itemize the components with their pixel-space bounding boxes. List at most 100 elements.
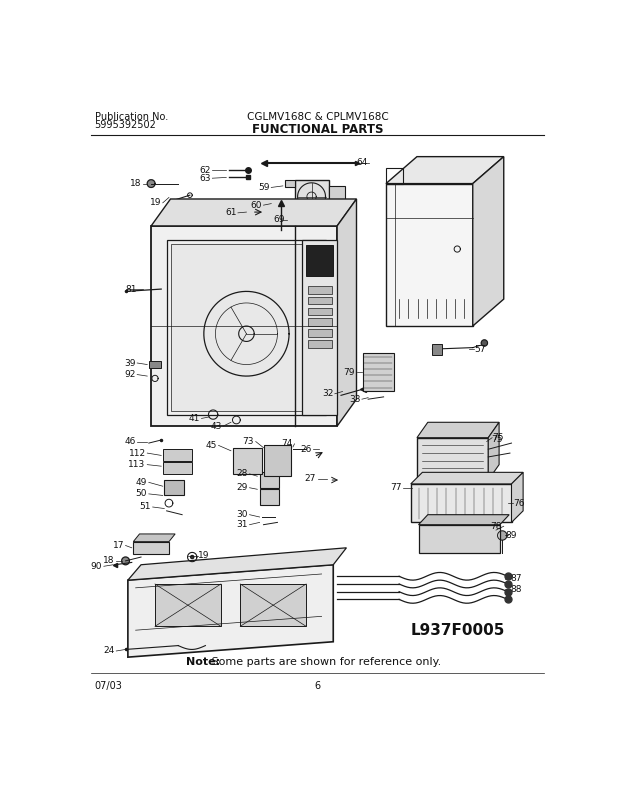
Text: 46: 46 bbox=[124, 437, 136, 446]
Polygon shape bbox=[122, 557, 130, 565]
Polygon shape bbox=[418, 525, 500, 553]
Text: 6: 6 bbox=[315, 681, 321, 691]
Polygon shape bbox=[308, 307, 332, 315]
Polygon shape bbox=[308, 329, 332, 337]
Polygon shape bbox=[308, 340, 332, 348]
Text: 33: 33 bbox=[349, 394, 360, 404]
Text: 69: 69 bbox=[273, 215, 285, 224]
Text: 57: 57 bbox=[474, 345, 486, 354]
Text: 50: 50 bbox=[136, 489, 148, 498]
Text: Some parts are shown for reference only.: Some parts are shown for reference only. bbox=[208, 657, 441, 667]
Polygon shape bbox=[329, 186, 345, 209]
Text: 30: 30 bbox=[236, 510, 248, 520]
Text: 87: 87 bbox=[510, 574, 521, 583]
Text: Publication No.: Publication No. bbox=[94, 112, 168, 122]
Polygon shape bbox=[133, 534, 175, 542]
Polygon shape bbox=[489, 422, 499, 480]
Polygon shape bbox=[294, 180, 329, 215]
Text: 112: 112 bbox=[128, 448, 146, 458]
Text: 45: 45 bbox=[206, 441, 217, 450]
Polygon shape bbox=[162, 449, 192, 461]
Polygon shape bbox=[433, 344, 441, 356]
Polygon shape bbox=[273, 200, 281, 208]
Text: 19: 19 bbox=[198, 551, 209, 560]
Text: 90: 90 bbox=[91, 562, 102, 571]
Text: 88: 88 bbox=[510, 584, 521, 594]
Text: 59: 59 bbox=[258, 183, 270, 192]
Text: 41: 41 bbox=[188, 414, 200, 423]
Polygon shape bbox=[386, 184, 472, 326]
Polygon shape bbox=[306, 246, 334, 276]
Polygon shape bbox=[128, 548, 347, 580]
Polygon shape bbox=[148, 180, 155, 188]
Polygon shape bbox=[417, 438, 489, 480]
Text: 73: 73 bbox=[242, 437, 254, 446]
Text: 39: 39 bbox=[124, 359, 136, 367]
Polygon shape bbox=[151, 226, 337, 426]
Text: 113: 113 bbox=[128, 460, 146, 469]
Polygon shape bbox=[363, 353, 394, 391]
Polygon shape bbox=[133, 542, 169, 554]
Polygon shape bbox=[308, 297, 332, 304]
Polygon shape bbox=[208, 410, 218, 419]
Text: 28: 28 bbox=[237, 470, 248, 478]
Polygon shape bbox=[155, 584, 221, 626]
Text: 18: 18 bbox=[130, 179, 141, 188]
Polygon shape bbox=[232, 447, 262, 474]
Polygon shape bbox=[418, 515, 509, 525]
Polygon shape bbox=[386, 157, 503, 184]
Text: 43: 43 bbox=[210, 421, 222, 431]
Text: 24: 24 bbox=[104, 646, 115, 656]
Text: 89: 89 bbox=[505, 531, 517, 540]
Text: 27: 27 bbox=[305, 474, 316, 483]
Text: 29: 29 bbox=[237, 483, 248, 493]
Text: 17: 17 bbox=[112, 541, 124, 550]
Text: 81: 81 bbox=[125, 284, 137, 294]
Polygon shape bbox=[285, 180, 294, 188]
Polygon shape bbox=[260, 489, 279, 505]
Text: 51: 51 bbox=[140, 502, 151, 512]
Text: 75: 75 bbox=[492, 433, 503, 442]
Polygon shape bbox=[162, 463, 192, 474]
Text: CGLMV168C & CPLMV168C: CGLMV168C & CPLMV168C bbox=[247, 112, 389, 122]
Polygon shape bbox=[308, 286, 332, 294]
Polygon shape bbox=[191, 555, 193, 558]
Text: 92: 92 bbox=[124, 370, 136, 379]
Polygon shape bbox=[308, 318, 332, 326]
Polygon shape bbox=[512, 472, 523, 523]
Text: 5995392502: 5995392502 bbox=[94, 120, 156, 131]
Text: FUNCTIONAL PARTS: FUNCTIONAL PARTS bbox=[252, 123, 384, 135]
Text: 79: 79 bbox=[343, 367, 355, 377]
Text: L937F0005: L937F0005 bbox=[410, 623, 505, 638]
Polygon shape bbox=[164, 480, 185, 496]
Text: 18: 18 bbox=[103, 557, 115, 565]
Text: 19: 19 bbox=[149, 198, 161, 208]
Polygon shape bbox=[410, 484, 511, 523]
Text: 32: 32 bbox=[322, 390, 334, 398]
Text: 63: 63 bbox=[199, 173, 211, 183]
Text: 64: 64 bbox=[356, 158, 367, 167]
Polygon shape bbox=[337, 199, 356, 426]
Polygon shape bbox=[151, 199, 356, 226]
Text: 75: 75 bbox=[491, 435, 503, 444]
Polygon shape bbox=[260, 472, 279, 488]
Polygon shape bbox=[264, 445, 291, 476]
Text: 76: 76 bbox=[513, 499, 525, 508]
Text: 74: 74 bbox=[281, 440, 293, 448]
Text: 07/03: 07/03 bbox=[94, 681, 122, 691]
Polygon shape bbox=[498, 531, 507, 540]
Text: Note:: Note: bbox=[186, 657, 220, 667]
Polygon shape bbox=[417, 422, 499, 438]
Text: 77: 77 bbox=[390, 483, 402, 493]
Polygon shape bbox=[303, 240, 337, 414]
Text: 78: 78 bbox=[490, 522, 502, 531]
Text: 60: 60 bbox=[250, 200, 262, 210]
Polygon shape bbox=[472, 157, 503, 326]
Text: 31: 31 bbox=[236, 520, 248, 529]
Text: 62: 62 bbox=[200, 166, 211, 175]
Polygon shape bbox=[481, 340, 487, 346]
Text: 49: 49 bbox=[136, 478, 148, 487]
Polygon shape bbox=[410, 472, 523, 484]
Polygon shape bbox=[149, 360, 161, 368]
Polygon shape bbox=[128, 565, 334, 657]
